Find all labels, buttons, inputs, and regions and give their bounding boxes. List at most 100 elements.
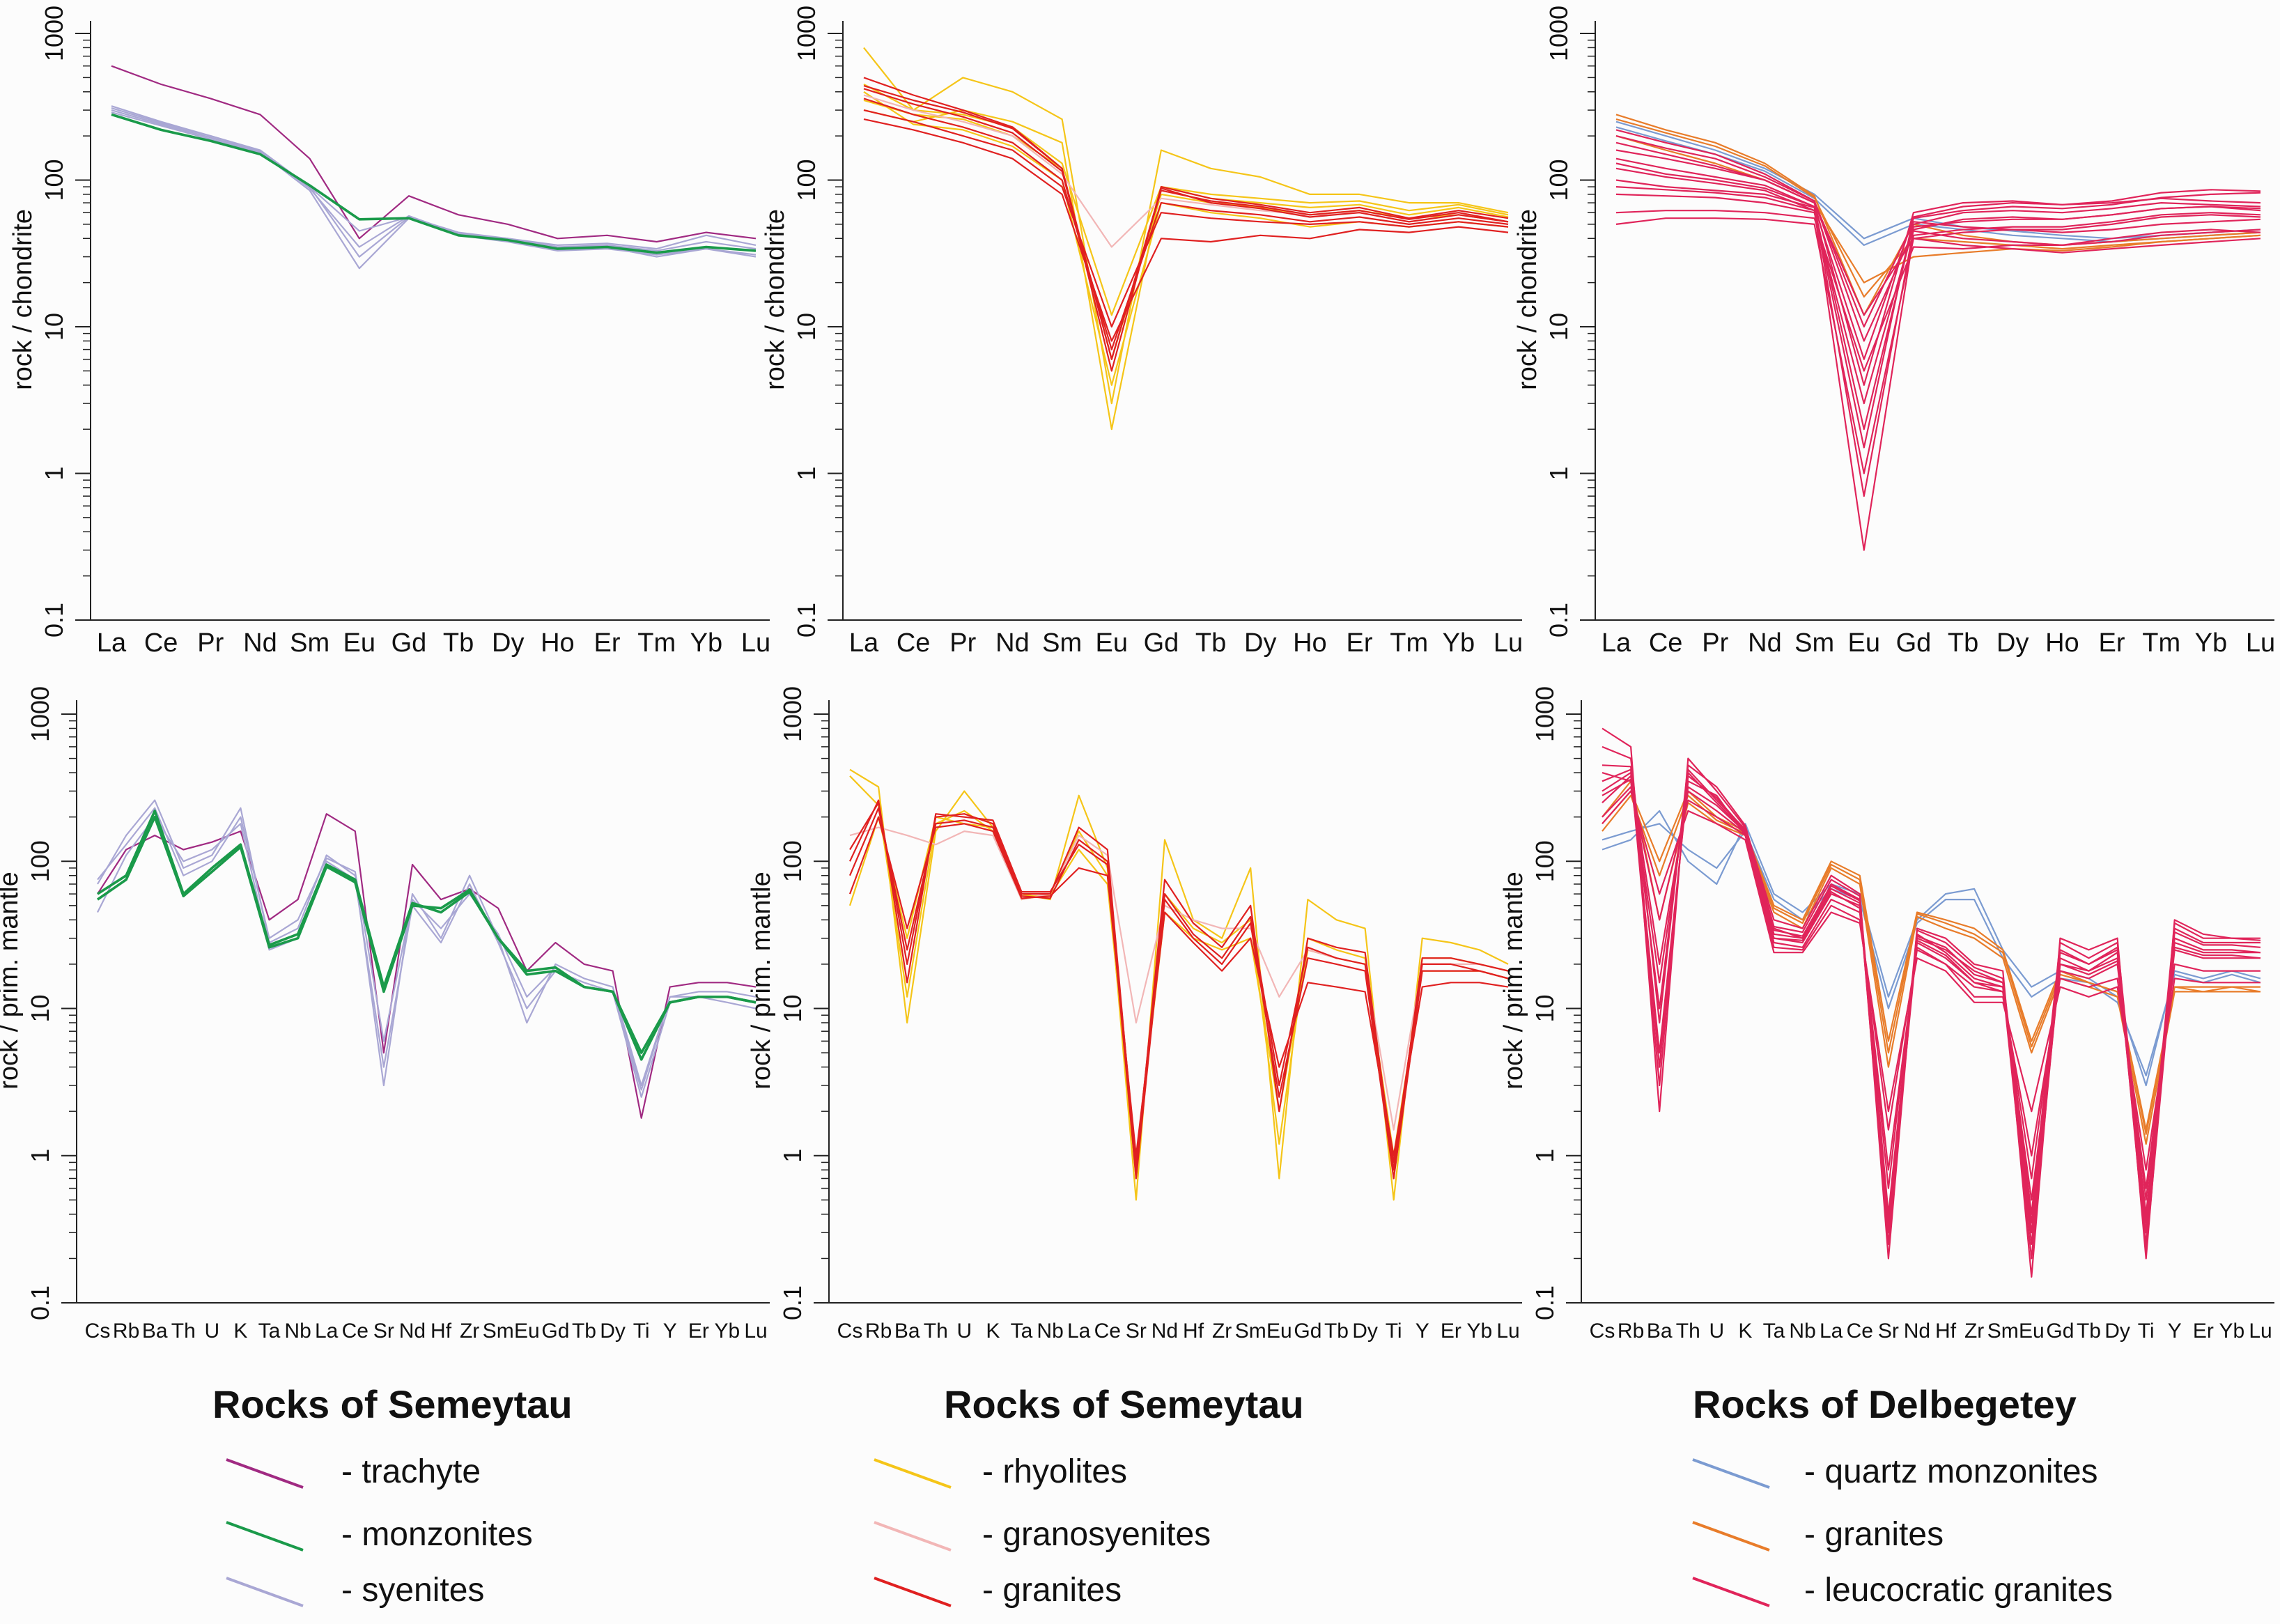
x-tick-label-zr: Zr: [460, 1320, 479, 1343]
x-tick-label-gd: Gd: [391, 628, 427, 658]
data-line: [1602, 745, 2261, 1224]
x-tick-label-la: La: [1067, 1320, 1091, 1343]
x-tick-label-ce: Ce: [1847, 1320, 1873, 1343]
data-line: [1602, 780, 2260, 1145]
data-line: [863, 109, 1509, 328]
data-line: [1615, 214, 2261, 474]
data-line: [848, 807, 1509, 1163]
legend-swatch: [226, 1521, 304, 1552]
x-tick-label-ti: Ti: [2138, 1320, 2155, 1343]
x-tick-label-dy: Dy: [1244, 628, 1276, 658]
y-tick-label: 0.1: [40, 603, 68, 637]
x-tick-label-er: Er: [688, 1320, 709, 1343]
series-leucocratic-granites: [1602, 727, 2261, 1278]
x-tick-label-lu: Lu: [1494, 628, 1523, 658]
legend-title: Rocks of Semeytau: [212, 1382, 573, 1426]
x-tick-label-er: Er: [2099, 628, 2125, 658]
x-tick-label-th: Th: [171, 1320, 196, 1343]
data-line: [1602, 778, 2261, 1201]
data-line: [1615, 149, 2261, 386]
x-tick-label-lu: Lu: [2246, 628, 2275, 658]
x-tick-label-er: Er: [594, 628, 621, 658]
y-tick-label: 10: [792, 313, 821, 341]
series-syenites: [97, 799, 757, 1098]
data-line: [1602, 794, 2261, 1136]
y-tick-label: 1: [26, 1149, 54, 1163]
data-line: [1602, 727, 2260, 1278]
x-tick-label-tb: Tb: [1195, 628, 1226, 658]
data-line: [97, 813, 757, 1119]
x-tick-label-tb: Tb: [572, 1320, 596, 1343]
x-tick-label-lu: Lu: [741, 628, 770, 658]
data-line: [111, 105, 757, 258]
x-tick-label-cs: Cs: [837, 1320, 863, 1343]
data-line: [1615, 210, 2261, 372]
chart-spider-semeytau-2: 1000 100 10 1 0.1 rock / prim. mantle Cs Rb Ba Th…: [747, 686, 1522, 1343]
y-axis-title: rock / chondrite: [1513, 209, 1542, 390]
data-line: [1602, 790, 2260, 1171]
x-tick-label-rb: Rb: [1618, 1320, 1644, 1343]
x-tick-label-gd: Gd: [541, 1320, 569, 1343]
data-line: [863, 98, 1509, 350]
x-tick-label-rb: Rb: [865, 1320, 892, 1343]
x-tick-label-nb: Nb: [284, 1320, 311, 1343]
x-tick-label-lu: Lu: [2249, 1320, 2272, 1343]
x-tick-label-eu: Eu: [343, 628, 375, 658]
x-tick-label-zr: Zr: [1964, 1320, 1984, 1343]
legend-label: - trachyte: [341, 1453, 481, 1490]
x-tick-label-la: La: [97, 628, 127, 658]
x-tick-label-rb: Rb: [113, 1320, 139, 1343]
x-tick-label-la: La: [849, 628, 879, 658]
legend-swatch: [1692, 1458, 1770, 1489]
y-tick-label: 10: [1530, 994, 1559, 1022]
y-tick-label: 100: [792, 159, 821, 201]
x-tick-label-ce: Ce: [897, 628, 931, 658]
series-granosyenites: [849, 826, 1509, 1131]
y-axis-title: rock / chondrite: [761, 209, 790, 390]
x-tick-label-ho: Ho: [2045, 628, 2079, 658]
legend-area: Rocks of Semeytau - trachyte - monzonites -…: [212, 1382, 2113, 1609]
y-tick-label: 1000: [1530, 686, 1559, 742]
series-trachyte: [97, 813, 757, 1119]
data-line: [97, 810, 757, 1061]
data-line: [1615, 141, 2261, 316]
y-tick-label: 1000: [26, 686, 54, 742]
x-tick-label-lu: Lu: [1496, 1320, 1519, 1343]
x-tick-label-sm: Sm: [483, 1320, 514, 1343]
y-tick-label: 100: [26, 840, 54, 882]
x-tick-label-nb: Nb: [1789, 1320, 1815, 1343]
series-leucocratic-granites: [1615, 129, 2261, 551]
legend-label: - syenites: [341, 1572, 484, 1609]
data-line: [863, 109, 1509, 431]
data-line: [97, 816, 757, 1098]
data-line: [111, 113, 757, 254]
x-tick-label-tb: Tb: [443, 628, 474, 658]
series-syenites: [111, 105, 757, 270]
x-tick-label-sm: Sm: [290, 628, 329, 658]
legend-swatch: [226, 1577, 304, 1607]
series-granites: [848, 799, 1509, 1180]
data-line: [1602, 768, 2260, 1260]
data-line: [849, 826, 1509, 1131]
legend-label: - granosyenites: [982, 1516, 1211, 1553]
data-line: [1602, 786, 2260, 1189]
data-line: [849, 802, 1509, 1171]
x-tick-label-eu: Eu: [1266, 1320, 1292, 1343]
y-tick-label: 100: [1544, 159, 1573, 201]
y-tick-label: 1000: [778, 686, 807, 742]
x-tick-label-ti: Ti: [1386, 1320, 1402, 1343]
x-tick-label-nd: Nd: [399, 1320, 426, 1343]
x-tick-label-ba: Ba: [894, 1320, 920, 1343]
x-tick-label-cs: Cs: [85, 1320, 111, 1343]
legend-label: - monzonites: [341, 1516, 533, 1553]
legend-swatch: [874, 1458, 952, 1489]
x-tick-label-la: La: [315, 1320, 339, 1343]
y-tick-label: 1000: [40, 6, 68, 61]
chart-spider-semeytau-1: 1000 100 10 1 0.1 rock / prim. mantle CsRbBaTh…: [0, 686, 770, 1343]
legend-1: Rocks of Semeytau - trachyte - monzonites -…: [212, 1382, 573, 1609]
data-line: [1615, 162, 2261, 360]
x-tick-label-sm: Sm: [1987, 1320, 2019, 1343]
data-line: [848, 816, 1509, 1163]
data-line: [97, 799, 757, 1087]
x-tick-label-gd: Gd: [1294, 1320, 1321, 1343]
